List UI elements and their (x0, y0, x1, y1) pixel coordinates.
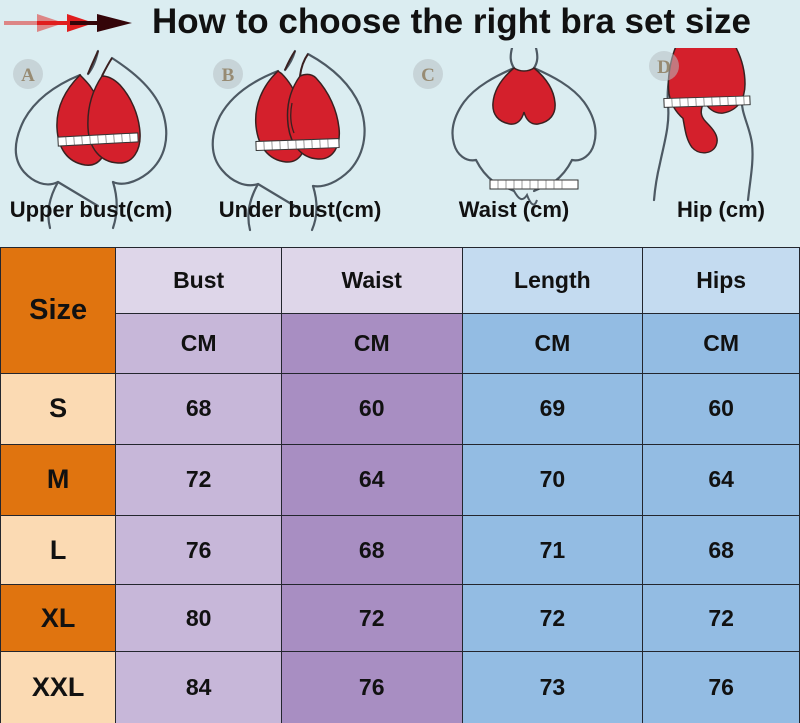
svg-text:A: A (21, 65, 35, 86)
svg-text:C: C (421, 65, 435, 86)
svg-text:D: D (657, 57, 671, 78)
svg-text:B: B (222, 65, 235, 86)
